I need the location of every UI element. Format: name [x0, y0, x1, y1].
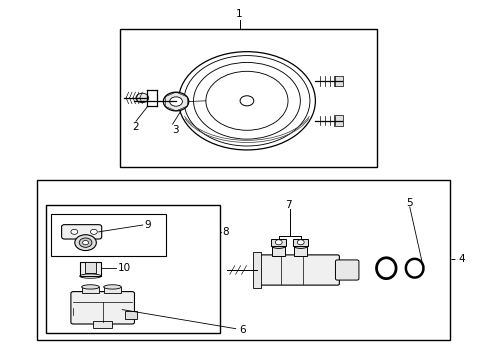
Text: 2: 2 [132, 122, 139, 132]
FancyBboxPatch shape [71, 292, 134, 324]
Circle shape [297, 240, 304, 245]
Bar [120, 29, 376, 167]
FancyBboxPatch shape [254, 255, 339, 285]
Text: 4: 4 [458, 254, 465, 264]
Text: 7: 7 [285, 200, 291, 210]
Text: 8: 8 [222, 227, 229, 237]
Circle shape [169, 97, 182, 106]
Bar [81, 287, 99, 293]
Circle shape [71, 229, 78, 234]
Text: 1: 1 [236, 9, 243, 19]
Bar [46, 205, 220, 333]
Circle shape [240, 96, 253, 106]
Ellipse shape [103, 285, 121, 289]
Ellipse shape [178, 52, 315, 150]
Ellipse shape [293, 243, 307, 248]
Circle shape [75, 235, 96, 251]
FancyBboxPatch shape [61, 225, 102, 239]
Bar [333, 76, 342, 86]
Circle shape [163, 92, 188, 111]
Bar [333, 115, 342, 126]
Text: 5: 5 [406, 198, 412, 208]
Ellipse shape [271, 243, 285, 248]
FancyBboxPatch shape [335, 260, 358, 280]
Bar [84, 262, 96, 273]
Text: 3: 3 [171, 125, 178, 135]
Bar [103, 287, 121, 293]
Bar [271, 239, 285, 246]
Circle shape [79, 238, 92, 247]
Bar [294, 246, 306, 256]
Text: 6: 6 [239, 325, 246, 336]
Circle shape [136, 93, 148, 103]
Bar [272, 246, 285, 256]
Bar [37, 180, 449, 340]
Circle shape [275, 240, 282, 245]
Text: 9: 9 [144, 220, 151, 230]
Ellipse shape [81, 285, 99, 289]
Circle shape [82, 240, 88, 245]
Bar [293, 239, 307, 246]
Bar [252, 252, 260, 288]
Bar [51, 214, 166, 256]
Text: 10: 10 [117, 263, 130, 273]
Bar [80, 262, 101, 276]
Bar [93, 321, 112, 328]
Circle shape [90, 229, 97, 234]
Bar [124, 311, 137, 319]
